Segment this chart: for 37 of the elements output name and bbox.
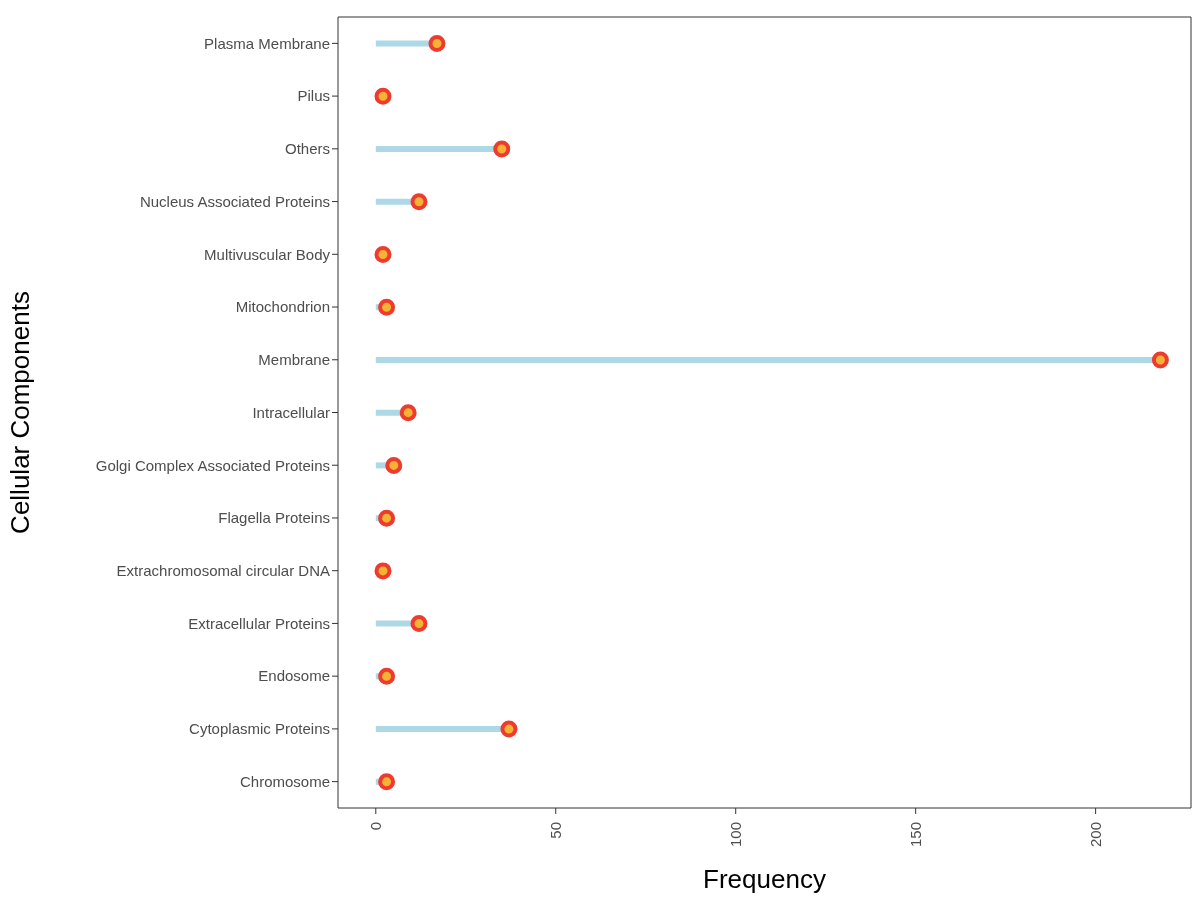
y-tick-label: Intracellular [252,403,330,421]
x-tick-label: 0 [367,822,385,831]
x-tick-label: 50 [547,822,565,839]
point [374,562,392,580]
y-tick-label: Nucleus Associated Proteins [139,192,330,210]
y-tick-label: Endosome [258,667,330,685]
y-tick-label: Others [284,140,330,158]
point [378,298,396,316]
x-tick-label: 200 [1087,822,1105,848]
point [378,509,396,527]
y-tick-label: Golgi Complex Associated Proteins [95,456,330,474]
point [428,35,446,53]
y-tick-label: Membrane [258,351,330,369]
x-axis-title: Frequency [703,864,826,894]
y-tick-label: Pilus [297,87,330,105]
y-tick-label: Chromosome [239,772,330,790]
y-tick-label: Cytoplasmic Proteins [189,720,330,738]
point [378,667,396,685]
y-tick-label: Mitochondrion [235,298,330,316]
y-tick-label: Extracellular Proteins [188,614,330,632]
y-tick-label: Extrachromosomal circular DNA [116,562,330,580]
point [374,87,392,105]
point [493,140,511,158]
point [399,404,417,422]
y-axis-title: Cellular Components [5,291,36,534]
y-tick-label: Multivuscular Body [204,245,331,263]
point [410,193,428,211]
point [410,615,428,633]
x-tick-label: 100 [727,822,745,848]
point [385,456,403,474]
x-tick-label: 150 [907,822,925,848]
point [500,720,518,738]
y-tick-label: Flagella Proteins [218,509,330,527]
point [374,245,392,263]
point [1151,351,1169,369]
y-tick-label: Plasma Membrane [204,34,330,52]
point [378,773,396,791]
